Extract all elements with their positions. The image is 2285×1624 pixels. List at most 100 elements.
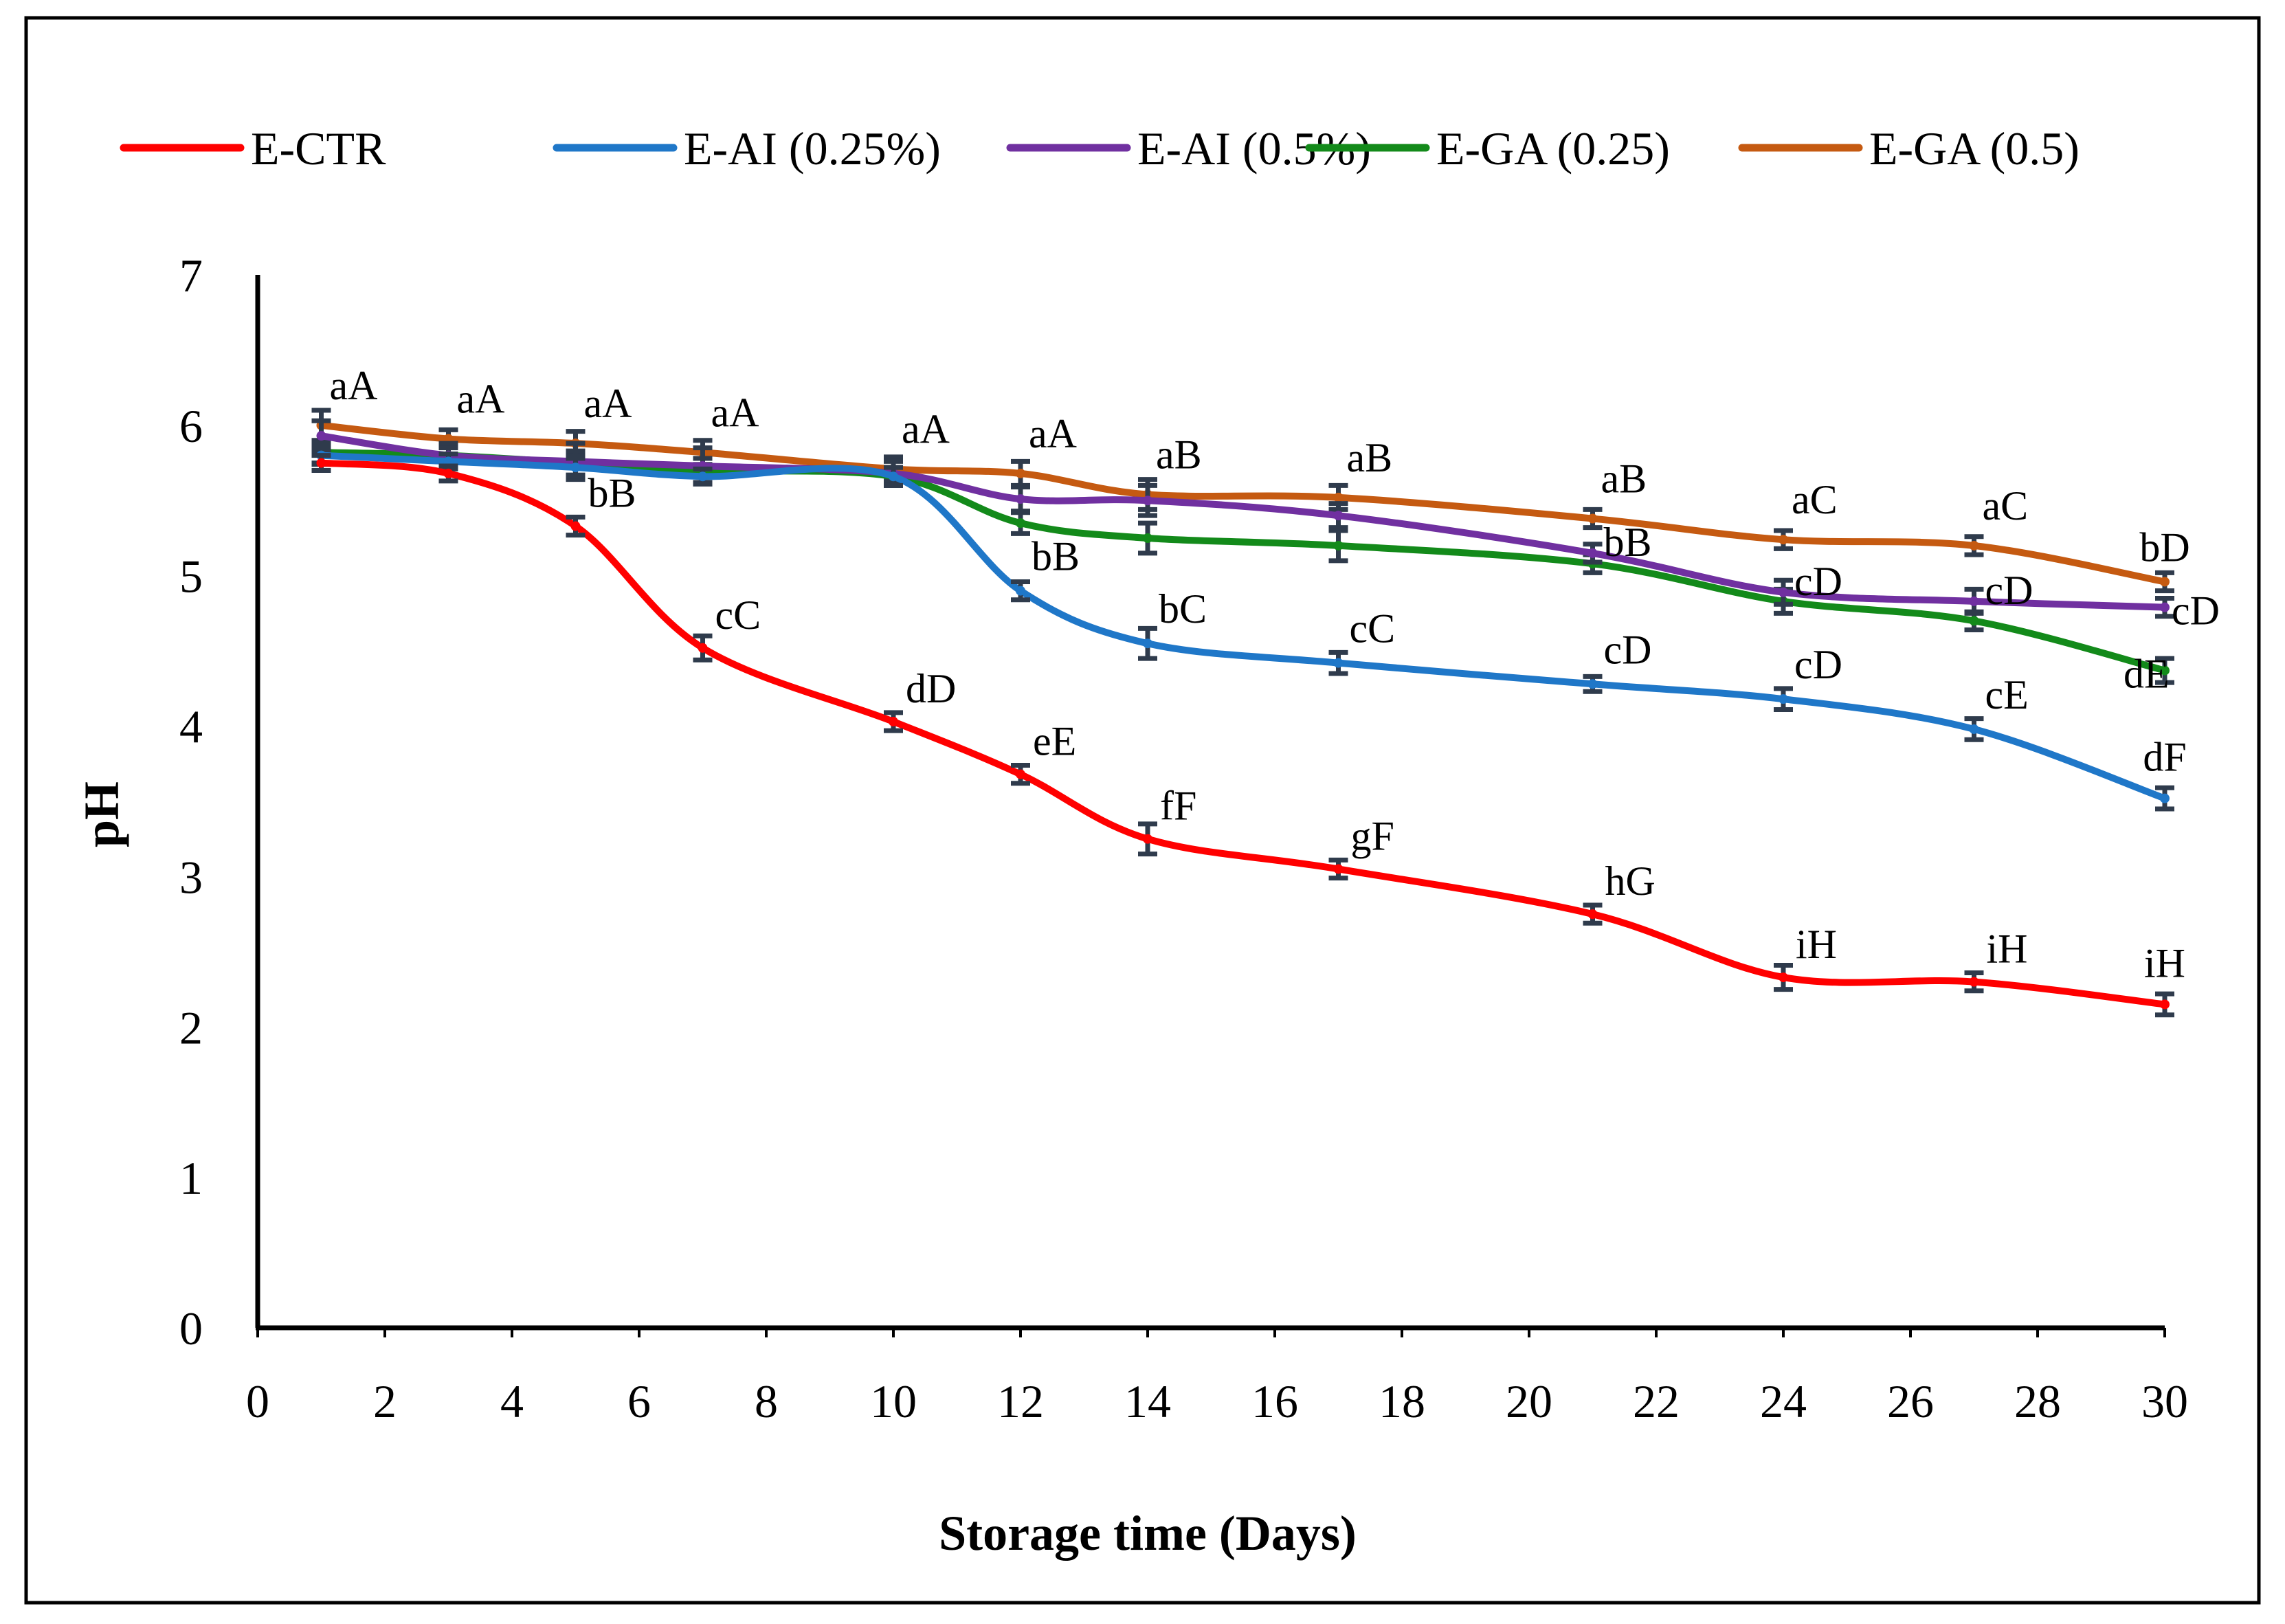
- point-label: aA: [902, 406, 950, 452]
- point-label: eE: [1033, 719, 1076, 764]
- data-point: [698, 643, 708, 653]
- x-tick-label: 12: [997, 1375, 1044, 1427]
- data-point: [2160, 665, 2170, 676]
- data-point: [1587, 909, 1598, 920]
- data-point: [1143, 496, 1152, 506]
- point-label: cD: [2172, 588, 2220, 634]
- point-label: iH: [1987, 926, 2028, 972]
- legend-label: E-GA (0.5): [1869, 122, 2080, 175]
- data-point: [889, 471, 898, 482]
- point-label: aC: [1983, 483, 2029, 529]
- point-label: bD: [2139, 524, 2189, 570]
- x-axis-title: Storage time (Days): [939, 1506, 1357, 1561]
- series-e-ai-0-25: [311, 443, 2174, 812]
- y-tick-label: 1: [179, 1152, 203, 1204]
- point-label: cC: [1350, 606, 1396, 652]
- data-point: [1143, 834, 1152, 844]
- point-label: gF: [1351, 813, 1394, 858]
- x-tick-label: 16: [1251, 1375, 1298, 1427]
- data-point: [316, 458, 326, 468]
- point-label: bB: [588, 470, 636, 515]
- point-label: aA: [1029, 411, 1077, 456]
- data-point: [1587, 513, 1598, 524]
- data-point: [1969, 724, 1979, 734]
- point-label: aA: [584, 381, 632, 426]
- point-label: dD: [906, 666, 956, 711]
- data-point: [1143, 533, 1152, 543]
- point-label: cC: [715, 592, 761, 638]
- y-tick-label: 2: [179, 1001, 203, 1054]
- point-label: hG: [1605, 858, 1656, 904]
- point-label: cD: [1794, 559, 1842, 604]
- x-tick-label: 0: [246, 1375, 269, 1427]
- data-point: [698, 471, 708, 482]
- point-label: iH: [2144, 940, 2185, 986]
- x-tick-label: 22: [1633, 1375, 1680, 1427]
- data-point: [2160, 999, 2170, 1010]
- x-tick-label: 10: [870, 1375, 917, 1427]
- data-point: [889, 717, 898, 727]
- point-label: bC: [1159, 586, 1207, 632]
- point-label: aC: [1792, 477, 1838, 522]
- y-tick-label: 4: [179, 701, 203, 753]
- point-label: bB: [1032, 534, 1080, 579]
- data-point: [1779, 587, 1788, 597]
- point-label: cD: [1604, 627, 1652, 672]
- data-point: [1143, 638, 1152, 649]
- x-tick-label: 30: [2141, 1375, 2188, 1427]
- x-tick-label: 24: [1760, 1375, 1807, 1427]
- x-tick-label: 6: [627, 1375, 651, 1427]
- data-point: [1016, 769, 1025, 779]
- legend: E-CTR E-AI (0.25%) E-AI (0.5%) E-GA (0.25) E…: [120, 122, 2080, 175]
- point-labels-layer: bB cC dD eE fF gF hG iH iH iH bB bC cC cD cD cE dF bB cD cD…: [330, 363, 2220, 986]
- data-point: [1333, 492, 1344, 502]
- legend-label: E-AI (0.25%): [684, 122, 941, 175]
- point-label: iH: [1796, 922, 1837, 967]
- data-point: [570, 463, 581, 473]
- data-point: [1969, 540, 1979, 550]
- data-point: [1016, 586, 1025, 596]
- x-tick-label: 8: [755, 1375, 778, 1427]
- data-point: [1016, 494, 1025, 504]
- x-tick-label: 28: [2014, 1375, 2061, 1427]
- data-point: [1587, 679, 1598, 689]
- data-point: [1969, 616, 1979, 626]
- data-point: [2160, 602, 2170, 612]
- data-point: [1969, 977, 1979, 987]
- y-axis-title: pH: [74, 781, 129, 847]
- data-point: [1587, 548, 1598, 558]
- point-label: aB: [1347, 435, 1393, 480]
- data-point: [1333, 864, 1344, 874]
- data-point: [1016, 468, 1025, 478]
- data-point: [1779, 972, 1788, 983]
- x-tick-label: 26: [1887, 1375, 1934, 1427]
- data-point: [1333, 658, 1344, 668]
- data-point: [1333, 511, 1344, 521]
- point-label: aA: [457, 377, 505, 422]
- point-label: fF: [1160, 783, 1196, 829]
- y-tick-label: 3: [179, 851, 203, 903]
- x-tick-label: 4: [500, 1375, 524, 1427]
- point-label: dE: [2124, 652, 2170, 697]
- point-label: aA: [711, 390, 759, 435]
- data-point: [1016, 518, 1025, 529]
- data-point: [2160, 793, 2170, 803]
- series-line: [317, 452, 2168, 802]
- x-tick-label: 20: [1506, 1375, 1552, 1427]
- point-label: dF: [2143, 735, 2186, 780]
- point-label: aB: [1601, 456, 1647, 502]
- point-label: cD: [1985, 568, 2033, 613]
- data-point: [443, 468, 454, 478]
- legend-label: E-CTR: [251, 122, 386, 175]
- point-label: aA: [330, 363, 378, 408]
- y-tick-label: 7: [179, 249, 203, 302]
- data-point: [1969, 596, 1979, 606]
- data-point: [1779, 694, 1788, 704]
- point-label: aB: [1156, 432, 1202, 478]
- data-point: [1333, 540, 1344, 550]
- data-point: [2160, 577, 2170, 587]
- y-tick-label: 6: [179, 400, 203, 452]
